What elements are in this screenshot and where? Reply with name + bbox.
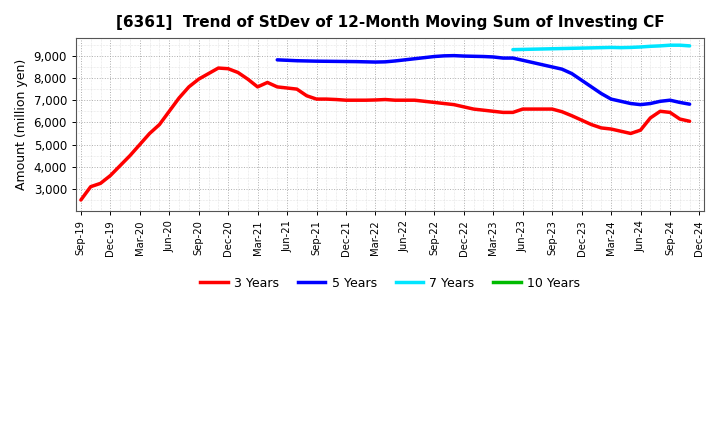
5 Years [656,99,665,104]
5 Years [351,59,360,64]
5 Years [459,53,468,59]
5 Years [499,55,508,61]
7 Years [538,46,546,51]
7 Years [508,47,517,52]
5 Years [361,59,370,65]
5 Years [607,96,616,102]
7 Years [616,45,625,50]
5 Years [508,55,517,61]
3 Years [508,110,517,115]
7 Years [577,45,586,51]
5 Years [440,53,449,59]
5 Years [450,53,459,58]
3 Years [76,198,85,203]
5 Years [597,91,606,96]
7 Years [646,44,654,49]
7 Years [675,43,684,48]
5 Years [567,71,576,76]
5 Years [528,60,537,65]
5 Years [577,77,586,83]
7 Years [626,45,635,50]
5 Years [312,59,321,64]
3 Years [273,84,282,89]
7 Years [685,43,694,48]
5 Years [430,54,438,59]
5 Years [587,84,595,89]
Y-axis label: Amount (million yen): Amount (million yen) [15,59,28,190]
7 Years [528,47,537,52]
Line: 7 Years: 7 Years [513,45,690,50]
7 Years [656,43,665,48]
3 Years [685,119,694,124]
Title: [6361]  Trend of StDev of 12-Month Moving Sum of Investing CF: [6361] Trend of StDev of 12-Month Moving… [116,15,665,30]
5 Years [302,59,311,64]
7 Years [548,46,557,51]
7 Years [558,46,567,51]
5 Years [400,57,409,62]
5 Years [646,101,654,106]
5 Years [273,57,282,62]
5 Years [381,59,390,65]
3 Years [214,66,222,71]
5 Years [391,59,400,64]
3 Years [371,97,379,103]
5 Years [538,62,546,67]
7 Years [666,43,675,48]
7 Years [518,47,527,52]
5 Years [636,102,645,107]
3 Years [391,98,400,103]
7 Years [567,46,576,51]
5 Years [479,54,487,59]
5 Years [685,102,694,107]
5 Years [666,98,675,103]
5 Years [469,54,478,59]
5 Years [342,59,351,64]
5 Years [332,59,341,64]
Line: 3 Years: 3 Years [81,68,690,200]
5 Years [489,54,498,59]
5 Years [548,64,557,70]
7 Years [607,45,616,50]
5 Years [322,59,330,64]
3 Years [675,117,684,122]
5 Years [675,100,684,105]
7 Years [587,45,595,51]
Legend: 3 Years, 5 Years, 7 Years, 10 Years: 3 Years, 5 Years, 7 Years, 10 Years [195,272,585,295]
7 Years [597,45,606,50]
5 Years [283,58,292,63]
5 Years [518,58,527,63]
7 Years [636,44,645,50]
5 Years [558,66,567,72]
5 Years [292,58,301,63]
5 Years [410,56,419,61]
5 Years [371,59,379,65]
5 Years [420,55,429,60]
5 Years [616,99,625,104]
3 Years [253,84,262,89]
5 Years [626,101,635,106]
Line: 5 Years: 5 Years [277,55,690,105]
